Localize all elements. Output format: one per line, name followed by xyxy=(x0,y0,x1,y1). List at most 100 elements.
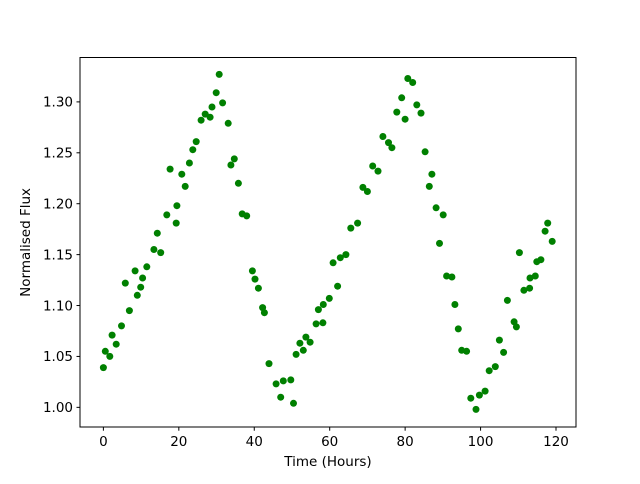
y-tick-label: 1.05 xyxy=(43,349,73,365)
data-point xyxy=(485,367,493,375)
y-tick-label: 1.30 xyxy=(43,95,73,111)
data-point xyxy=(398,94,406,102)
data-point xyxy=(454,325,462,333)
data-point xyxy=(319,301,327,308)
data-point xyxy=(439,211,447,219)
data-point xyxy=(491,363,499,371)
data-point xyxy=(131,267,139,275)
data-point xyxy=(512,323,520,331)
data-point xyxy=(277,393,285,401)
data-point xyxy=(306,338,314,346)
data-point xyxy=(425,182,433,190)
data-point xyxy=(243,212,251,220)
data-point xyxy=(265,360,273,368)
data-point xyxy=(260,309,268,317)
data-point xyxy=(287,376,295,384)
data-point xyxy=(108,331,116,339)
data-point xyxy=(312,320,320,328)
plot-box xyxy=(79,57,577,428)
y-tick-label: 1.10 xyxy=(43,298,73,314)
data-point xyxy=(526,274,534,282)
data-point xyxy=(359,183,367,191)
data-point xyxy=(178,170,186,178)
data-point xyxy=(467,394,475,402)
data-point xyxy=(401,115,409,123)
x-tick-label: 0 xyxy=(99,434,108,450)
data-point xyxy=(279,377,287,385)
data-point xyxy=(417,109,425,117)
data-point xyxy=(342,251,350,259)
data-point xyxy=(336,254,344,262)
axis-labels: Time (Hours) Normalised Flux xyxy=(18,188,372,470)
data-point xyxy=(314,306,322,314)
data-point xyxy=(413,101,421,109)
data-point xyxy=(197,116,205,124)
data-point xyxy=(172,219,180,227)
data-point xyxy=(118,322,125,330)
data-point xyxy=(99,364,107,372)
data-point xyxy=(189,146,197,154)
data-point xyxy=(157,249,165,257)
data-point xyxy=(503,296,511,304)
data-point xyxy=(163,211,171,219)
data-point xyxy=(515,249,523,257)
data-point xyxy=(296,339,304,347)
data-point xyxy=(251,275,259,283)
data-point xyxy=(463,347,471,355)
data-point xyxy=(234,179,242,187)
data-point xyxy=(212,89,220,97)
x-tick-label: 40 xyxy=(246,434,263,450)
data-point xyxy=(393,108,401,116)
data-point xyxy=(227,161,235,169)
y-tick-label: 1.20 xyxy=(43,197,73,213)
data-point xyxy=(354,219,362,227)
data-point xyxy=(404,75,412,82)
data-point xyxy=(166,165,174,173)
data-point xyxy=(548,237,556,245)
axis-ticks: 0 20 40 60 80 100 120 1.00 1.05 1.10 1.15 1.20 1.25 1… xyxy=(43,95,569,450)
data-point xyxy=(379,133,387,140)
data-point xyxy=(224,119,232,127)
data-point xyxy=(121,279,129,287)
x-axis-label: Time (Hours) xyxy=(283,454,371,470)
data-point xyxy=(544,219,552,227)
data-point xyxy=(106,352,114,360)
plot-area xyxy=(79,57,577,428)
data-point xyxy=(472,405,480,413)
data-point xyxy=(500,348,508,356)
data-point xyxy=(208,103,216,111)
data-point xyxy=(290,399,297,407)
data-point xyxy=(143,263,151,271)
data-point xyxy=(173,202,181,210)
data-point xyxy=(302,333,310,341)
data-point xyxy=(537,256,545,264)
data-points xyxy=(99,70,556,413)
data-point xyxy=(133,291,141,299)
data-point xyxy=(185,159,193,167)
data-point xyxy=(347,224,355,232)
data-point xyxy=(299,346,307,354)
data-point xyxy=(451,301,459,308)
data-point xyxy=(385,139,392,147)
y-tick-label: 1.25 xyxy=(43,146,73,162)
data-point xyxy=(292,350,300,358)
data-point xyxy=(432,204,440,212)
data-point xyxy=(230,155,238,163)
x-tick-label: 120 xyxy=(543,434,569,450)
data-point xyxy=(219,99,227,107)
data-point xyxy=(112,340,120,348)
data-point xyxy=(192,138,200,146)
data-point xyxy=(206,113,214,121)
data-point xyxy=(329,259,337,267)
data-point xyxy=(215,70,223,78)
y-tick-label: 1.00 xyxy=(43,400,73,416)
data-point xyxy=(526,284,534,292)
data-point xyxy=(325,294,333,302)
y-tick-label: 1.15 xyxy=(43,247,73,263)
data-point xyxy=(139,274,147,282)
data-point xyxy=(254,284,262,292)
data-point xyxy=(125,307,133,315)
data-point xyxy=(436,239,443,247)
